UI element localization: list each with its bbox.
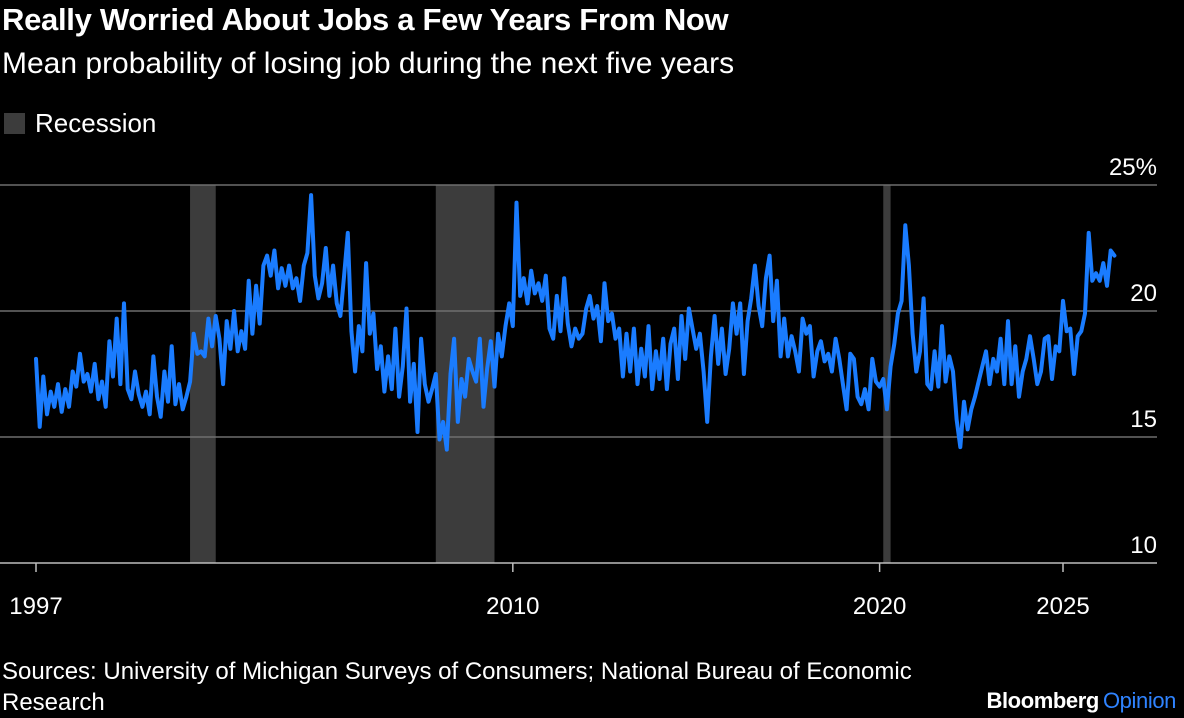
y-tick-label-0: 10 [1130, 532, 1157, 559]
legend: Recession [4, 108, 156, 139]
legend-recession-label: Recession [35, 108, 157, 138]
legend-recession-swatch [4, 113, 25, 134]
x-tick-label-1: 2010 [486, 593, 539, 620]
bloomberg-opinion-logo: Bloomberg Opinion [986, 688, 1176, 714]
y-tick-label-2: 20 [1130, 280, 1157, 307]
x-tick-label-2: 2020 [853, 593, 906, 620]
recession-band-0 [190, 185, 216, 563]
line-chart: 1997 2010 2020 2025 10 15 20 25% [0, 154, 1157, 620]
recession-band-2 [883, 185, 891, 563]
brand-opinion: Opinion [1102, 688, 1176, 713]
y-tick-label-3: 25% [1109, 154, 1157, 181]
chart-subtitle: Mean probability of losing job during th… [2, 47, 735, 80]
source-note: Sources: University of Michigan Surveys … [2, 658, 912, 716]
chart-title: Really Worried About Jobs a Few Years Fr… [2, 2, 729, 37]
series-line-job-loss-probability [34, 193, 1117, 452]
x-tick-label-3: 2025 [1036, 593, 1089, 620]
y-tick-label-1: 15 [1130, 406, 1157, 433]
brand-bloomberg: Bloomberg [986, 688, 1099, 713]
x-tick-label-0: 1997 [9, 593, 62, 620]
